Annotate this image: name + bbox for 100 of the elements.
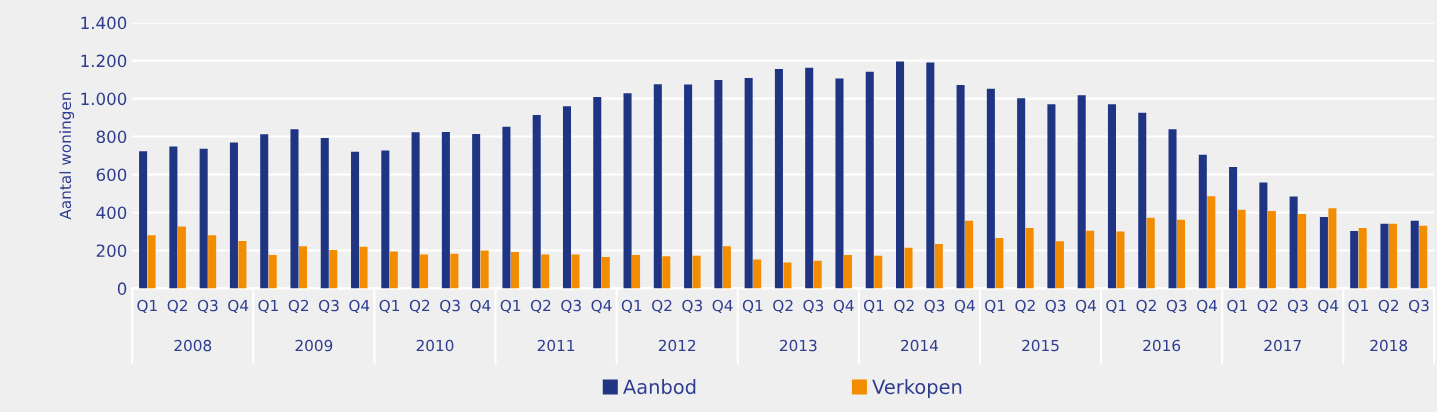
bar <box>411 132 420 289</box>
bar <box>1055 241 1064 289</box>
bar <box>389 251 398 289</box>
text: 2011 <box>537 339 575 352</box>
bar <box>1077 95 1086 289</box>
y-tick-label: 1.400 <box>81 16 127 30</box>
bar <box>986 88 995 289</box>
x-tick-label: Q2 <box>1378 299 1399 314</box>
bar <box>1388 223 1397 289</box>
y-tick-label: 0 <box>117 282 127 295</box>
bar <box>874 255 883 289</box>
x-tick-label: Q1 <box>500 299 521 314</box>
bar <box>1328 208 1337 289</box>
bar <box>1237 209 1246 289</box>
x-tick-label: Q4 <box>954 299 975 314</box>
text: 2018 <box>1370 339 1408 352</box>
y-axis-title: Aantal woningen <box>59 92 75 220</box>
x-tick-label: Q1 <box>621 299 642 314</box>
bar <box>290 129 299 289</box>
bar <box>147 235 156 289</box>
x-tick-label: Q3 <box>318 299 339 314</box>
x-tick-label: Q1 <box>1227 299 1247 314</box>
text: 2009 <box>295 339 333 352</box>
bar <box>1198 154 1207 289</box>
x-tick-label: Q2 <box>288 299 309 314</box>
legend-label: Aanbod <box>623 379 696 395</box>
bar <box>1259 182 1268 289</box>
bar <box>1086 230 1095 289</box>
bar <box>601 256 610 289</box>
x-tick-label: Q3 <box>440 299 460 314</box>
bar <box>896 61 905 289</box>
bar <box>1229 166 1238 289</box>
y-tick-label: 200 <box>96 244 127 258</box>
x-tick-label: Q2 <box>894 299 914 314</box>
bar <box>169 146 178 289</box>
x-tick-label: Q3 <box>1045 299 1066 314</box>
bar <box>1017 98 1026 289</box>
bar <box>805 67 814 289</box>
bar <box>722 246 731 289</box>
bar <box>904 247 913 289</box>
x-tick-label: Q2 <box>1136 299 1156 314</box>
bar <box>1267 210 1276 289</box>
text: 2015 <box>1022 339 1059 352</box>
bar <box>177 226 186 289</box>
x-tick-label: Q4 <box>1075 299 1096 314</box>
bar <box>381 150 390 289</box>
bar <box>662 256 671 289</box>
x-tick-label: Q1 <box>1106 299 1126 314</box>
x-tick-label: Q2 <box>1015 299 1035 314</box>
bar <box>1047 104 1056 289</box>
x-tick-label: Q4 <box>833 299 854 314</box>
bar <box>502 126 511 289</box>
text: 2017 <box>1264 339 1301 352</box>
bar <box>684 84 693 289</box>
x-tick-label: Q4 <box>349 299 370 314</box>
bar <box>260 134 269 289</box>
bar <box>139 151 148 289</box>
x-tick-label: Q1 <box>742 299 763 314</box>
bar <box>351 151 360 289</box>
bar <box>593 97 602 289</box>
legend-label: Verkopen <box>872 379 962 398</box>
text: 2010 <box>416 339 454 352</box>
text: 2008 <box>174 339 212 352</box>
y-tick-label: 600 <box>96 168 127 182</box>
bar <box>1410 220 1419 289</box>
x-tick-label: Q4 <box>1318 299 1339 314</box>
bar <box>926 62 935 289</box>
x-tick-label: Q3 <box>924 299 945 314</box>
x-tick-label: Q4 <box>470 299 491 314</box>
x-tick-label: Q3 <box>1408 299 1429 314</box>
bar <box>268 254 277 289</box>
x-tick-label: Q2 <box>167 299 187 314</box>
x-tick-label: Q1 <box>258 299 278 314</box>
bar <box>298 246 307 289</box>
bar <box>1207 196 1216 289</box>
bar <box>571 254 580 289</box>
x-tick-label: Q3 <box>1166 299 1187 314</box>
y-tick-label: 1.000 <box>81 92 127 106</box>
x-tick-label: Q3 <box>197 299 218 314</box>
x-tick-label: Q4 <box>228 299 249 314</box>
y-tick-label: 800 <box>96 130 127 144</box>
bar <box>1298 213 1307 289</box>
bar <box>1138 112 1147 289</box>
bar <box>1176 219 1186 289</box>
bar <box>1146 217 1155 289</box>
y-tick-label: 1.200 <box>81 54 127 68</box>
x-tick-label: Q4 <box>591 299 612 314</box>
text: 2016 <box>1143 339 1181 352</box>
x-tick-label: Q1 <box>985 299 1005 314</box>
bar <box>965 220 974 289</box>
bar <box>450 253 459 289</box>
bar <box>208 235 217 289</box>
bar <box>1350 231 1359 289</box>
bar <box>199 148 208 289</box>
bar <box>472 133 481 289</box>
bar <box>238 240 247 289</box>
x-tick-label: Q4 <box>712 299 733 314</box>
bar <box>1358 228 1367 289</box>
bar <box>783 262 792 289</box>
bar <box>653 84 662 289</box>
